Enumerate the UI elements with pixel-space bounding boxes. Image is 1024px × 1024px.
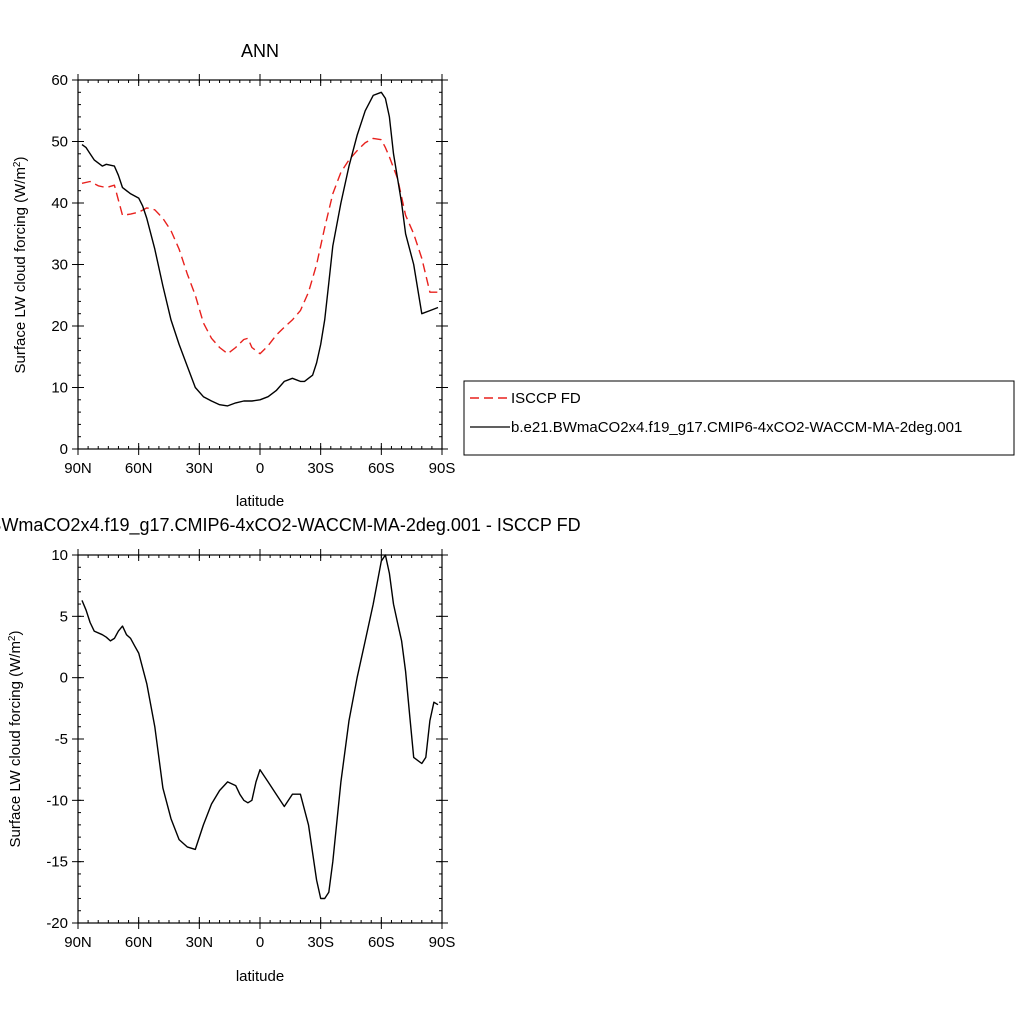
y-tick-label: 5 — [60, 608, 68, 625]
series-line-model — [81, 554, 439, 900]
y-tick-label: -10 — [46, 792, 68, 809]
y-axis-label-close: ) — [12, 156, 29, 161]
legend-label-isccp: ISCCP FD — [511, 390, 581, 407]
y-axis-label-superscript: 2 — [12, 161, 23, 167]
y-tick-label: 10 — [51, 547, 68, 564]
top-panel: ANN Surface LW cloud forcing (W/m2) lati… — [12, 41, 455, 510]
x-tick-label: 30S — [307, 934, 334, 951]
x-tick-label: 30N — [186, 934, 214, 951]
chart-title: b.e21.BWmaCO2x4.f19_g17.CMIP6-4xCO2-WACC… — [0, 515, 581, 536]
plot-frame — [77, 554, 443, 924]
y-tick-label: -15 — [46, 854, 68, 871]
series-line-isccp — [81, 137, 438, 355]
y-tick-label: 10 — [51, 380, 68, 397]
legend: ISCCP FD b.e21.BWmaCO2x4.f19_g17.CMIP6-4… — [463, 380, 1015, 456]
y-axis-label-text: Surface LW cloud forcing (W/m — [12, 167, 29, 373]
x-tick-label: 90S — [429, 934, 456, 951]
x-tick-label: 0 — [256, 934, 264, 951]
y-axis-label-superscript: 2 — [7, 635, 18, 641]
series-line-model — [81, 91, 439, 407]
x-tick-label: 30N — [186, 460, 214, 477]
x-axis-label: latitude — [236, 968, 284, 985]
y-tick-label: 30 — [51, 257, 68, 274]
plot-frame — [77, 79, 443, 450]
y-tick-label: -5 — [55, 731, 68, 748]
y-tick-label: 0 — [60, 441, 68, 458]
x-tick-label: 90N — [64, 460, 92, 477]
y-axis-label: Surface LW cloud forcing (W/m2) — [7, 630, 24, 847]
y-tick-label: 40 — [51, 195, 68, 212]
x-tick-label: 60S — [368, 460, 395, 477]
y-tick-label: 0 — [60, 670, 68, 687]
bottom-panel: b.e21.BWmaCO2x4.f19_g17.CMIP6-4xCO2-WACC… — [0, 515, 581, 985]
y-tick-label: -20 — [46, 915, 68, 932]
x-tick-label: 60N — [125, 934, 153, 951]
x-tick-label: 60N — [125, 460, 153, 477]
svg-text:Surface LW cloud forcing (W/m2: Surface LW cloud forcing (W/m2) — [7, 630, 24, 847]
y-axis-label: Surface LW cloud forcing (W/m2) — [12, 156, 29, 373]
y-axis-label-close: ) — [7, 630, 24, 635]
x-tick-label: 0 — [256, 460, 264, 477]
y-tick-label: 60 — [51, 72, 68, 89]
x-tick-label: 60S — [368, 934, 395, 951]
x-tick-label: 90N — [64, 934, 92, 951]
svg-text:Surface LW cloud forcing (W/m2: Surface LW cloud forcing (W/m2) — [12, 156, 29, 373]
x-tick-label: 90S — [429, 460, 456, 477]
x-tick-label: 30S — [307, 460, 334, 477]
y-tick-label: 20 — [51, 318, 68, 335]
y-tick-label: 50 — [51, 134, 68, 151]
chart-title: ANN — [241, 41, 279, 61]
legend-box — [463, 380, 1015, 456]
x-axis-label: latitude — [236, 493, 284, 510]
legend-label-model: b.e21.BWmaCO2x4.f19_g17.CMIP6-4xCO2-WACC… — [511, 419, 962, 436]
y-axis-label-text: Surface LW cloud forcing (W/m — [7, 641, 24, 847]
